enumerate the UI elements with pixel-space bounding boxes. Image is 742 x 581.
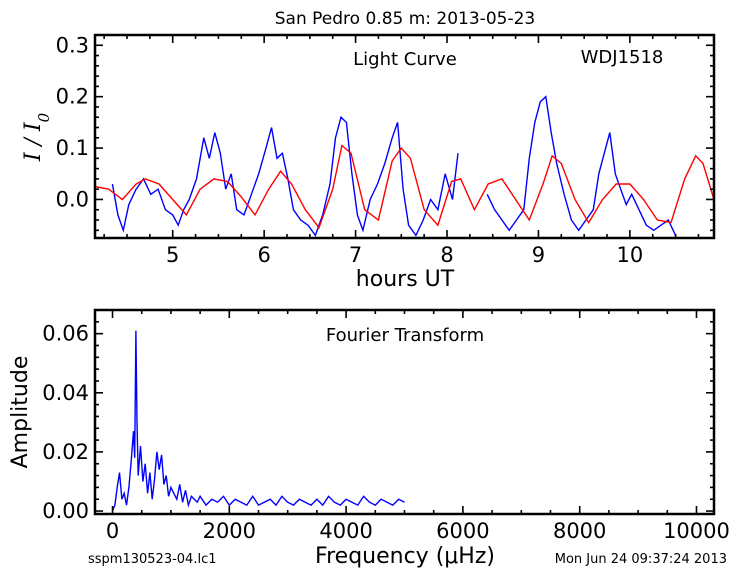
- figure-title: San Pedro 0.85 m: 2013-05-23: [275, 9, 535, 29]
- light-curve-xtick-label: 6: [257, 243, 270, 267]
- fourier-series-group: [111, 330, 405, 512]
- fourier-ytick-label: 0.02: [42, 440, 89, 464]
- light-curve-xtick-label: 8: [440, 243, 453, 267]
- fourier-series-0-line: [111, 330, 405, 512]
- svg-text:I / I0: I / I0: [21, 112, 53, 162]
- light-curve-ytick-label: 0.2: [56, 85, 89, 109]
- light-curve-xlabel: hours UT: [356, 267, 455, 292]
- light-curve-xtick-label: 10: [617, 243, 644, 267]
- fourier-title: Fourier Transform: [326, 325, 484, 346]
- fourier-xlabel: Frequency (μHz): [315, 544, 495, 569]
- light-curve-ytick-label: 0.1: [56, 136, 89, 160]
- fourier-ytick-label: 0.00: [42, 499, 89, 523]
- fourier-panel: 0 2000 4000 6000 8000 10000 0.00 0.02 0.04 0.06 F…: [8, 308, 730, 569]
- fourier-xtick-label: 8000: [553, 519, 606, 543]
- fourier-ytick-label: 0.06: [42, 322, 89, 346]
- footer-timestamp: Mon Jun 24 09:37:24 2013: [555, 552, 727, 567]
- light-curve-title: Light Curve: [353, 49, 457, 70]
- light-curve-xtick-label: 9: [532, 243, 545, 267]
- light-curve-ytick-label: 0.3: [56, 33, 89, 57]
- fourier-xtick-label: 6000: [436, 519, 489, 543]
- fourier-xtick-label: 4000: [319, 519, 372, 543]
- light-curve-ytick-label: 0.0: [56, 187, 89, 211]
- fourier-ylabel: Amplitude: [8, 356, 33, 469]
- light-curve-ylabel: I / I0: [21, 112, 53, 162]
- fourier-xtick-label: 10000: [663, 519, 730, 543]
- fourier-ytick-label: 0.04: [42, 381, 89, 405]
- fourier-xtick-label: 0: [106, 519, 119, 543]
- light-curve-series-1-line: [95, 144, 714, 230]
- light-curve-xtick-label: 5: [166, 243, 179, 267]
- object-label: WDJ1518: [581, 47, 664, 68]
- fourier-xtick-label: 2000: [203, 519, 256, 543]
- light-curve-panel: 5 6 7 8 9 100.00.10.20.3 Light Curve WDJ1518 …: [21, 33, 716, 292]
- fourier-ticks: 0 2000 4000 6000 8000 10000 0.00 0.02 0.04 0.06: [42, 309, 730, 543]
- light-curve-series-group: [95, 95, 714, 237]
- light-curve-xtick-label: 7: [349, 243, 362, 267]
- light-curve-ticks: 5 6 7 8 9 10 0.0 0.1 0.2 0.3: [56, 33, 714, 267]
- fourier-frame: [93, 308, 716, 516]
- light-curve-frame: [93, 33, 716, 240]
- footer-filename: sspm130523-04.lc1: [88, 552, 216, 567]
- light-curve-series-0-line-seg-1: [486, 95, 677, 236]
- light-curve-series-0-line-seg-0: [111, 115, 459, 237]
- fourier-plot-area: [95, 310, 714, 514]
